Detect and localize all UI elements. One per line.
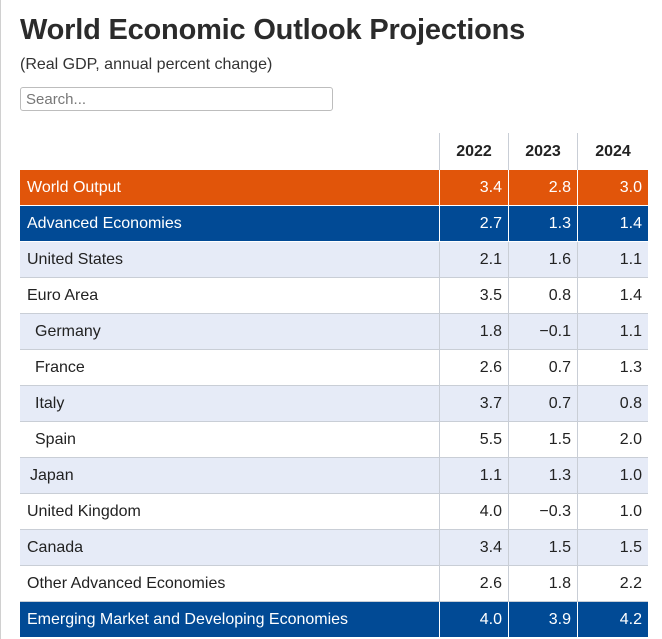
row-name: Euro Area [27, 286, 99, 304]
value-2024: 3.0 [577, 170, 648, 205]
row-name: Italy [35, 394, 65, 412]
row-name: World Output [27, 178, 121, 196]
window-edge [0, 0, 1, 639]
row-name: Canada [27, 538, 84, 556]
value-2022: 3.4 [439, 530, 508, 565]
table-row[interactable]: Spain 5.5 1.5 2.0 [20, 422, 648, 458]
page-title: World Economic Outlook Projections [20, 14, 526, 46]
value-2024: 1.0 [577, 494, 648, 529]
table-row-advanced-economies[interactable]: Advanced Economies 2.7 1.3 1.4 [20, 206, 648, 242]
table-row[interactable]: Germany 1.8 −0.1 1.1 [20, 314, 648, 350]
value-2023: 0.8 [508, 278, 577, 313]
value-2024: 1.4 [577, 278, 648, 313]
value-2022: 3.5 [439, 278, 508, 313]
value-2024: 1.1 [577, 242, 648, 277]
value-2023: 1.5 [508, 530, 577, 565]
value-2023: 0.7 [508, 386, 577, 421]
value-2022: 4.0 [439, 602, 508, 637]
header-2023[interactable]: 2023 [508, 133, 577, 170]
header-2024[interactable]: 2024 [577, 133, 648, 170]
page-subtitle: (Real GDP, annual percent change) [20, 56, 273, 73]
row-name: Spain [35, 430, 76, 448]
table-row[interactable]: United Kingdom 4.0 −0.3 1.0 [20, 494, 648, 530]
row-name: France [35, 358, 85, 376]
row-name: United Kingdom [27, 502, 141, 520]
value-2024: 1.1 [577, 314, 648, 349]
value-2023: 3.9 [508, 602, 577, 637]
table-row-world-output[interactable]: World Output 3.4 2.8 3.0 [20, 170, 648, 206]
value-2024: 4.2 [577, 602, 648, 637]
value-2022: 4.0 [439, 494, 508, 529]
value-2022: 2.6 [439, 566, 508, 601]
table-row[interactable]: Canada 3.4 1.5 1.5 [20, 530, 648, 566]
value-2024: 2.0 [577, 422, 648, 457]
value-2024: 1.5 [577, 530, 648, 565]
value-2023: 0.7 [508, 350, 577, 385]
row-name: Advanced Economies [27, 214, 182, 232]
value-2024: 1.3 [577, 350, 648, 385]
value-2023: 1.5 [508, 422, 577, 457]
search-input[interactable] [20, 87, 333, 111]
value-2022: 2.6 [439, 350, 508, 385]
value-2023: 1.3 [508, 458, 577, 493]
value-2022: 5.5 [439, 422, 508, 457]
row-name: Emerging Market and Developing Economies [27, 610, 349, 628]
value-2022: 1.1 [439, 458, 508, 493]
value-2022: 3.7 [439, 386, 508, 421]
value-2023: 1.3 [508, 206, 577, 241]
table-row[interactable]: Other Advanced Economies 2.6 1.8 2.2 [20, 566, 648, 602]
table-row[interactable]: Euro Area 3.5 0.8 1.4 [20, 278, 648, 314]
value-2022: 3.4 [439, 170, 508, 205]
header-name-cell [20, 133, 439, 170]
table-row[interactable]: United States 2.1 1.6 1.1 [20, 242, 648, 278]
value-2022: 1.8 [439, 314, 508, 349]
row-name: Other Advanced Economies [27, 574, 226, 592]
value-2023: −0.1 [508, 314, 577, 349]
table-row-emerging-markets[interactable]: Emerging Market and Developing Economies… [20, 602, 648, 638]
value-2023: 2.8 [508, 170, 577, 205]
table-row[interactable]: Japan 1.1 1.3 1.0 [20, 458, 648, 494]
projections-table: 2022 2023 2024 World Output 3.4 2.8 3.0 … [20, 133, 648, 638]
value-2022: 2.7 [439, 206, 508, 241]
value-2024: 2.2 [577, 566, 648, 601]
row-name: Germany [35, 322, 101, 340]
value-2024: 1.0 [577, 458, 648, 493]
value-2023: 1.6 [508, 242, 577, 277]
value-2023: −0.3 [508, 494, 577, 529]
value-2024: 1.4 [577, 206, 648, 241]
value-2024: 0.8 [577, 386, 648, 421]
table-row[interactable]: France 2.6 0.7 1.3 [20, 350, 648, 386]
header-2022[interactable]: 2022 [439, 133, 508, 170]
value-2023: 1.8 [508, 566, 577, 601]
table-row[interactable]: Italy 3.7 0.7 0.8 [20, 386, 648, 422]
row-name: United States [27, 250, 124, 268]
value-2022: 2.1 [439, 242, 508, 277]
table-header-row: 2022 2023 2024 [20, 133, 648, 170]
row-name: Japan [30, 466, 74, 484]
